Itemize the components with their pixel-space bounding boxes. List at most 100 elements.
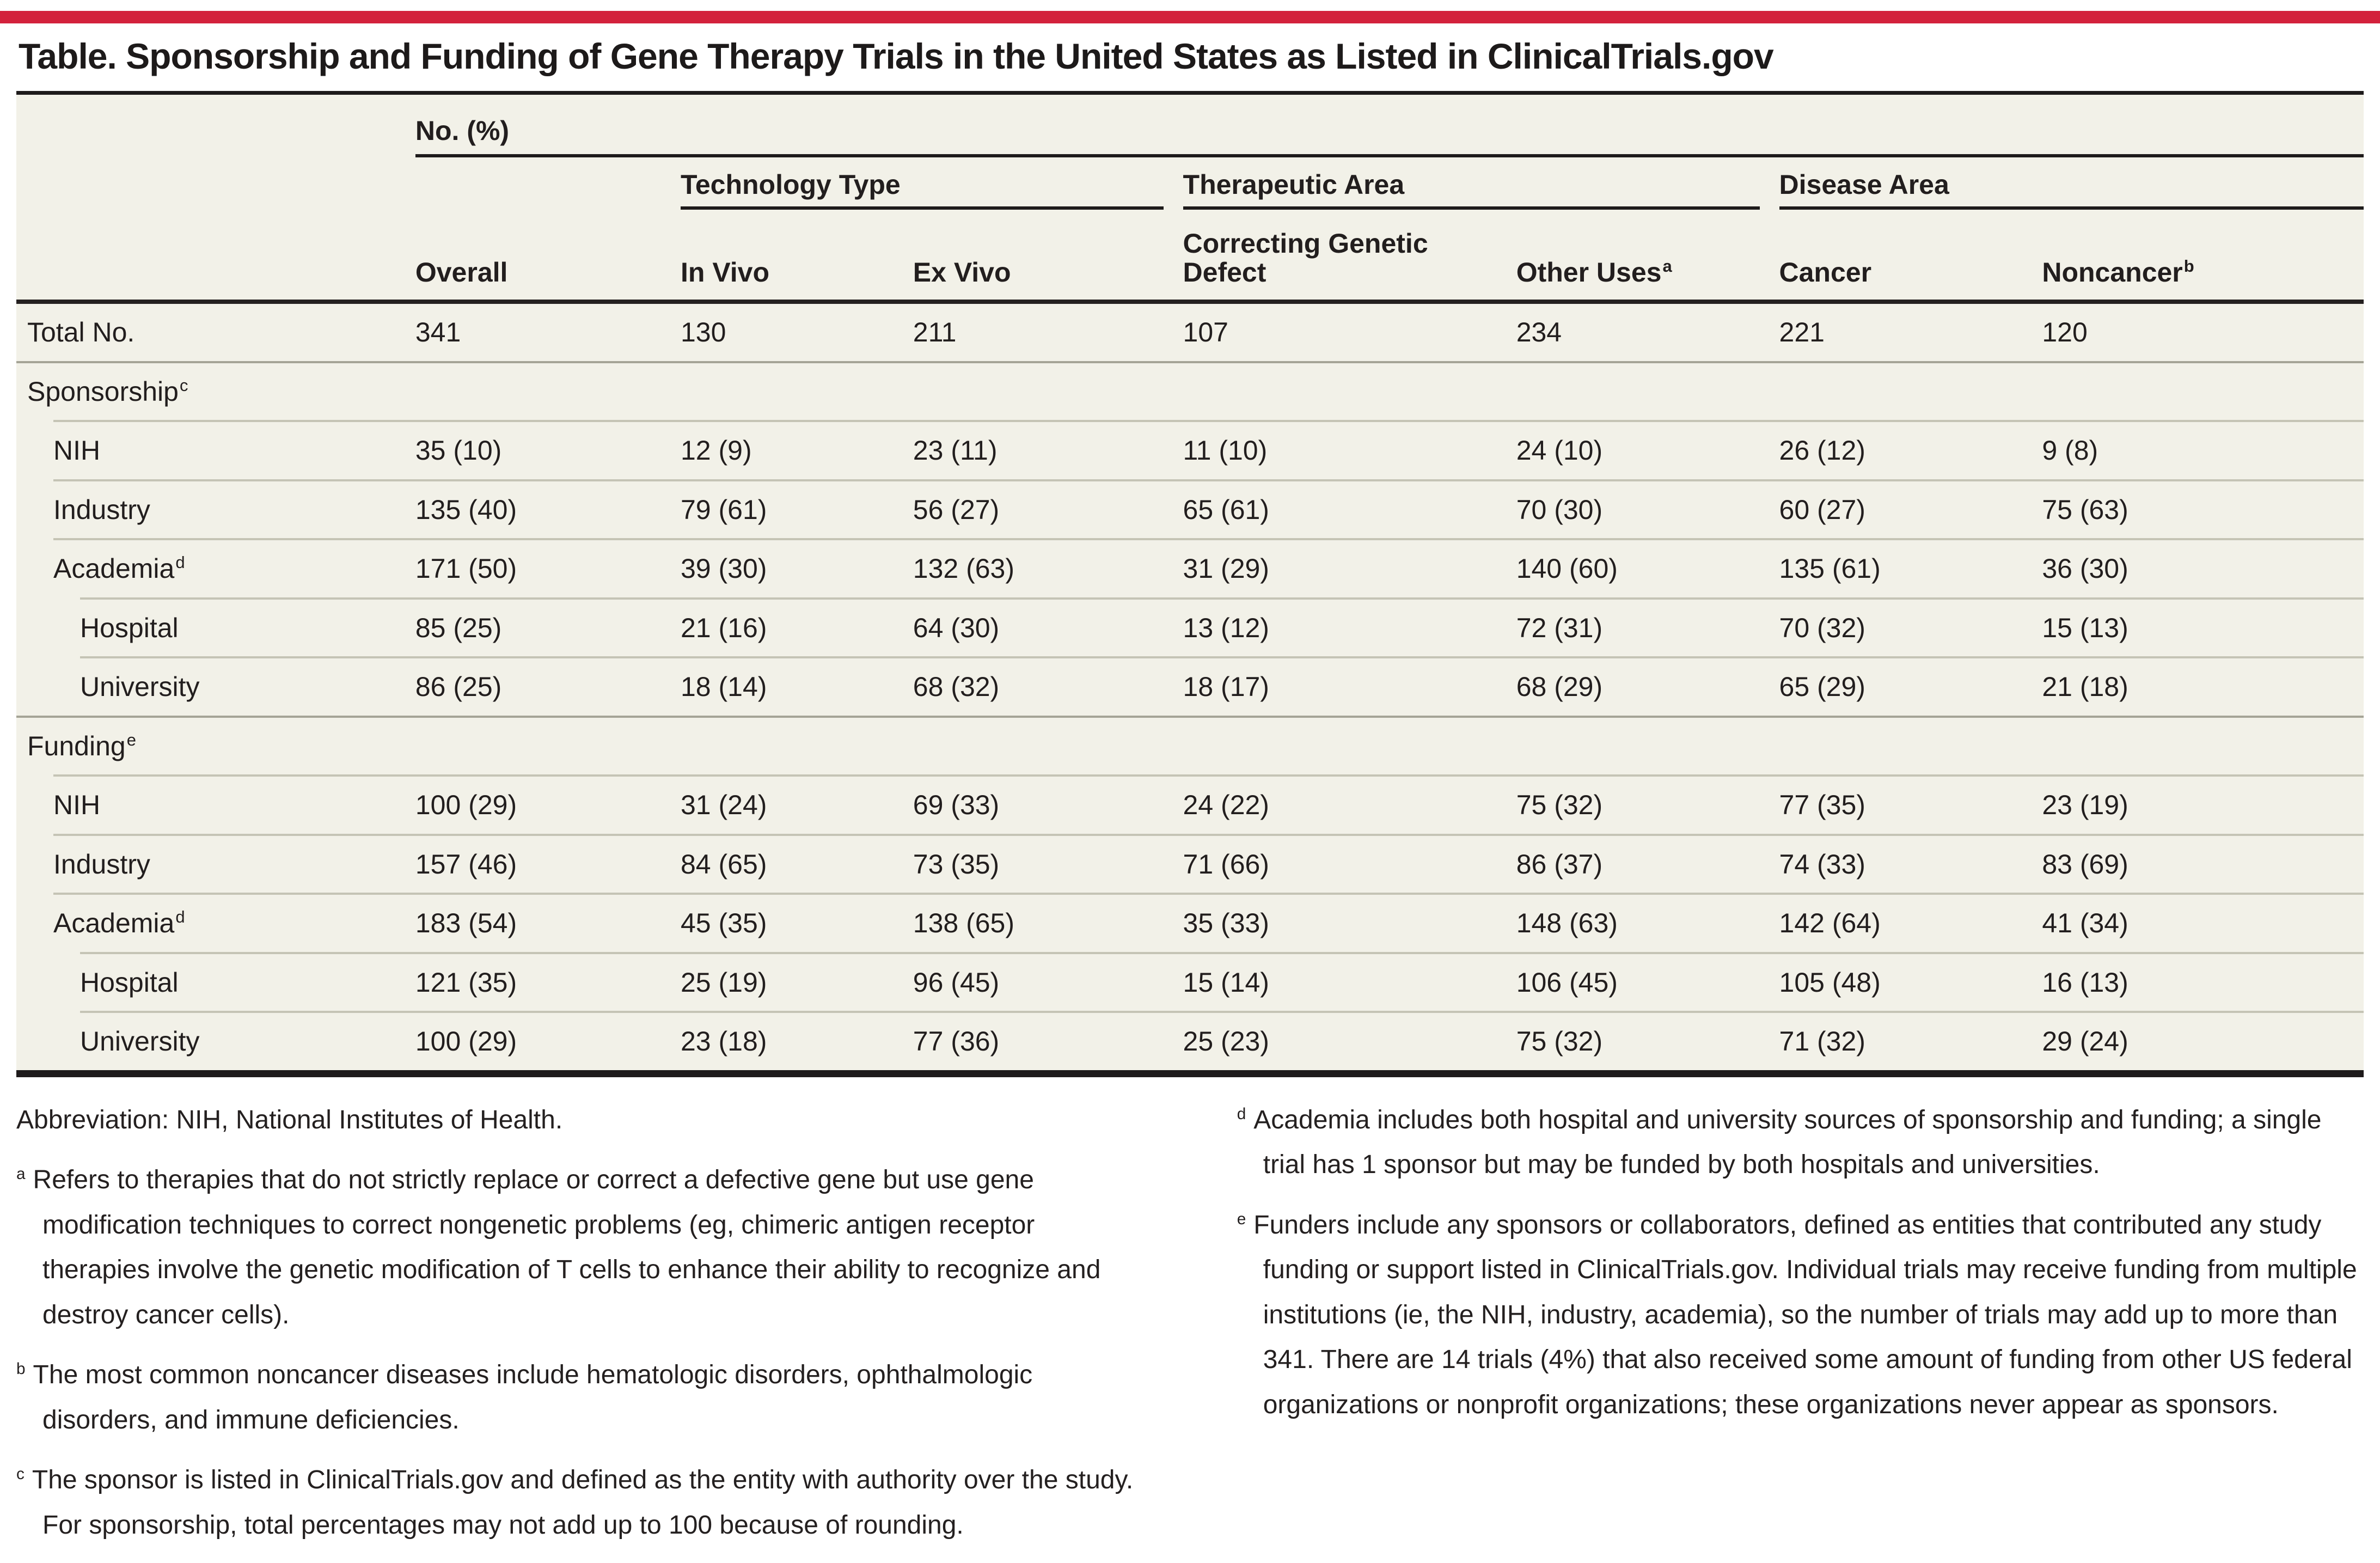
row-label: Industry [16, 479, 415, 539]
column-header-label: Cancer [1779, 257, 1872, 288]
row-label-text: Academia [53, 908, 174, 938]
table-cell: 148 (63) [1516, 893, 1779, 952]
table-cell: 60 (27) [1779, 479, 2042, 539]
table-cell: 130 [681, 304, 913, 361]
table-cell: 70 (32) [1779, 597, 2042, 657]
table-cell: 120 [2042, 304, 2364, 361]
footnote-text: Refers to therapies that do not strictly… [33, 1165, 1101, 1329]
table-cell [913, 361, 1183, 420]
group-label: Disease Area [1779, 157, 2364, 210]
table-container: No. (%) Technology Type Therapeutic Area… [16, 91, 2364, 1077]
table-cell: 234 [1516, 304, 1779, 361]
footnote-text: Academia includes both hospital and univ… [1253, 1106, 2321, 1180]
table-cell: 24 (10) [1516, 420, 1779, 479]
table-cell: 171 (50) [415, 538, 681, 597]
row-label-text: Academia [53, 553, 174, 584]
table-cell: 45 (35) [681, 893, 913, 952]
table-cell: 71 (32) [1779, 1011, 2042, 1070]
table-cell [415, 361, 681, 420]
group-header-row: Technology Type Therapeutic Area Disease… [16, 157, 2364, 210]
row-label: Sponsorshipc [16, 361, 415, 420]
table-cell: 107 [1183, 304, 1516, 361]
row-label-text: NIH [53, 435, 100, 466]
table-cell: 138 (65) [913, 893, 1183, 952]
table-cell [1183, 716, 1516, 775]
table-cell [1516, 361, 1779, 420]
table-cell: 56 (27) [913, 479, 1183, 539]
group-header-technology-type: Technology Type [681, 157, 1183, 210]
footnote-text: Abbreviation: NIH, National Institutes o… [16, 1106, 562, 1134]
footnote-text: The most common noncancer diseases inclu… [33, 1360, 1033, 1434]
table-cell: 9 (8) [2042, 420, 2364, 479]
table-cell: 23 (18) [681, 1011, 913, 1070]
table-cell: 12 (9) [681, 420, 913, 479]
column-header: Ex Vivo [913, 210, 1183, 304]
column-header: Overall [415, 210, 681, 304]
table-cell: 25 (23) [1183, 1011, 1516, 1070]
row-label: Academiad [16, 893, 415, 952]
footnote-d: d Academia includes both hospital and uni… [1237, 1098, 2364, 1188]
table-cell: 11 (10) [1183, 420, 1516, 479]
footnote-text: The sponsor is listed in ClinicalTrials.… [32, 1466, 1133, 1540]
column-header-label: In Vivo [681, 257, 769, 288]
spanner-label: No. (%) [415, 95, 2364, 157]
row-label-text: Hospital [80, 613, 179, 643]
journal-accent-bar [0, 11, 2380, 23]
section-row: Fundinge [16, 716, 2364, 775]
table-cell: 85 (25) [415, 597, 681, 657]
table-cell: 15 (14) [1183, 952, 1516, 1011]
group-label: Therapeutic Area [1183, 157, 1760, 210]
table-cell: 83 (69) [2042, 834, 2364, 893]
table-cell: 35 (33) [1183, 893, 1516, 952]
table-cell [1516, 716, 1779, 775]
table-cell: 23 (19) [2042, 774, 2364, 834]
footnote-a: a Refers to therapies that do not strictl… [16, 1158, 1143, 1338]
superscript-mark: a [16, 1165, 26, 1183]
column-header-label: Overall [415, 257, 508, 288]
table-cell: 100 (29) [415, 774, 681, 834]
table-cell: 18 (14) [681, 656, 913, 716]
table-cell: 106 (45) [1516, 952, 1779, 1011]
table-cell: 77 (36) [913, 1011, 1183, 1070]
row-label-text: NIH [53, 790, 100, 820]
table-cell: 41 (34) [2042, 893, 2364, 952]
superscript-mark: d [1237, 1105, 1246, 1123]
footnote-text: Funders include any sponsors or collabor… [1253, 1211, 2357, 1419]
superscript-mark: e [127, 730, 136, 749]
table-cell [681, 361, 913, 420]
section-row: Sponsorshipc [16, 361, 2364, 420]
row-label: Fundinge [16, 716, 415, 775]
row-label: Hospital [16, 597, 415, 657]
table-cell: 105 (48) [1779, 952, 2042, 1011]
table-cell: 64 (30) [913, 597, 1183, 657]
table-cell: 68 (32) [913, 656, 1183, 716]
column-header-label: Ex Vivo [913, 257, 1011, 288]
column-header: Correcting Genetic Defect [1183, 210, 1516, 304]
table-cell: 39 (30) [681, 538, 913, 597]
row-label: Academiad [16, 538, 415, 597]
row-label-text: Total No. [27, 317, 134, 347]
table-cell: 71 (66) [1183, 834, 1516, 893]
table-cell: 221 [1779, 304, 2042, 361]
table-cell: 16 (13) [2042, 952, 2364, 1011]
table-cell: 73 (35) [913, 834, 1183, 893]
footnote-c: c The sponsor is listed in ClinicalTrials… [16, 1458, 1143, 1548]
footnotes-section: Abbreviation: NIH, National Institutes o… [16, 1098, 2364, 1563]
table-cell: 72 (31) [1516, 597, 1779, 657]
table-cell: 121 (35) [415, 952, 681, 1011]
superscript-mark: c [16, 1465, 25, 1483]
row-label-text: University [80, 671, 199, 702]
table-title: Table. Sponsorship and Funding of Gene T… [19, 35, 2361, 77]
table-cell: 18 (17) [1183, 656, 1516, 716]
superscript-mark: b [2184, 257, 2194, 276]
table-cell: 68 (29) [1516, 656, 1779, 716]
row-label: University [16, 656, 415, 716]
header-spacer [16, 95, 415, 157]
table-cell: 75 (32) [1516, 1011, 1779, 1070]
row-label: Industry [16, 834, 415, 893]
